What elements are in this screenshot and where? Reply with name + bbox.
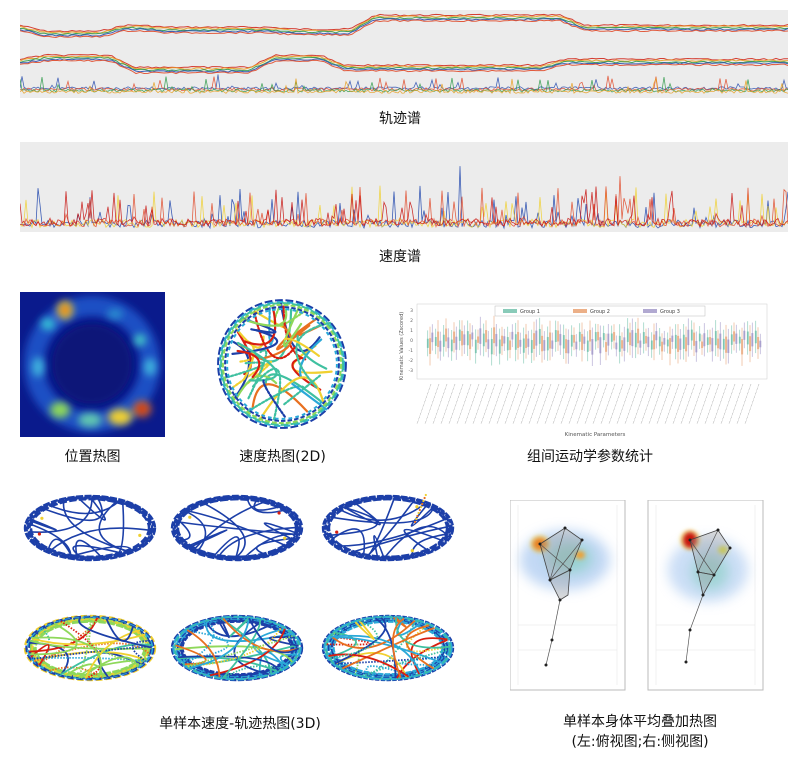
boxplot-legend-item: Group 3 (660, 309, 680, 315)
boxplot-y-tick: -1 (409, 348, 414, 354)
speed-heatmap-2d-caption: 速度热图(2D) (239, 449, 326, 465)
body-overlay-top-view (510, 500, 626, 691)
speed-spectrum-caption: 速度谱 (379, 249, 421, 265)
speed-trajectory-3d-panels (23, 493, 455, 682)
boxplot-y-axis-label: Kinematic Values (Zscored) (399, 312, 405, 380)
body-overlay-side-view (647, 500, 764, 691)
boxplot-y-tick: 3 (410, 308, 413, 314)
speed-trajectory-3d-panel (321, 614, 455, 682)
boxplot-y-tick: 0 (410, 338, 413, 344)
boxplot-y-tick: 2 (410, 318, 413, 324)
position-heatmap (20, 292, 165, 437)
speed-trajectory-3d-panel (23, 614, 157, 682)
boxplot-x-axis-label: Kinematic Parameters (565, 432, 626, 438)
speed-heatmap-2d (217, 299, 347, 429)
body-overlay-heatmaps (510, 500, 764, 691)
speed-trajectory-3d-panel (170, 494, 304, 562)
speed-spectrum (20, 142, 788, 232)
trajectory-spectrum-caption: 轨迹谱 (379, 111, 421, 127)
body-overlay-caption-line2: (左:俯视图;右:侧视图) (571, 734, 709, 750)
boxplot-legend-item: Group 2 (590, 309, 610, 315)
boxplot-y-tick: -3 (409, 368, 414, 374)
boxplot-y-tick: 1 (410, 328, 413, 334)
speed-trajectory-3d-caption: 单样本速度-轨迹热图(3D) (159, 716, 321, 732)
body-overlay-caption-line1: 单样本身体平均叠加热图 (563, 714, 717, 730)
speed-trajectory-3d-panel (170, 614, 304, 682)
trajectory-spectrum (20, 10, 788, 98)
position-heatmap-caption: 位置热图 (64, 449, 121, 465)
speed-trajectory-3d-panel (23, 494, 157, 562)
group-kinematics-caption: 组间运动学参数统计 (527, 449, 653, 465)
boxplot-legend-item: Group 1 (520, 309, 540, 315)
boxplot-y-tick: -2 (409, 358, 414, 364)
group-kinematics-boxplot: Group 1 Group 2 Group 3 3 2 1 0 -1 -2 -3 Kinemat… (399, 303, 768, 438)
speed-trajectory-3d-panel (321, 494, 455, 562)
